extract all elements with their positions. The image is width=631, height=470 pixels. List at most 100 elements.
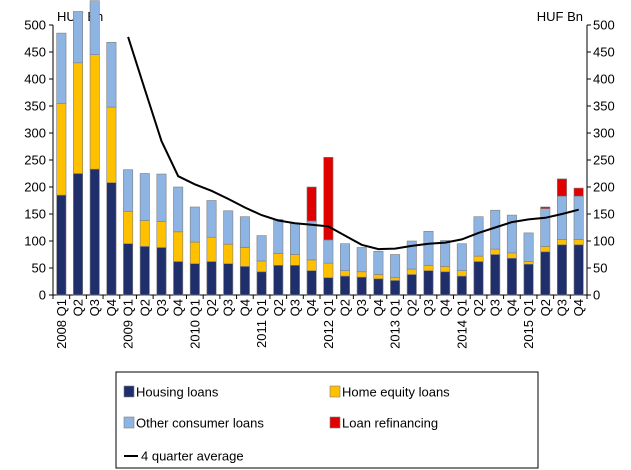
year-label: 2008 bbox=[54, 320, 69, 349]
bar-other-consumer bbox=[123, 169, 134, 212]
bar-housing bbox=[506, 257, 517, 296]
bar-home-equity bbox=[473, 255, 484, 262]
bar-housing bbox=[440, 271, 451, 296]
quarter-text: Q2 bbox=[538, 299, 553, 316]
quarter-text: Q3 bbox=[554, 299, 569, 316]
quarter-text: Q2 bbox=[204, 299, 219, 316]
bar-housing bbox=[256, 271, 267, 296]
bars bbox=[56, 0, 584, 296]
quarter-text: Q4 bbox=[438, 299, 453, 316]
quarter-label: Q4 bbox=[104, 299, 119, 316]
left-tick-label: 250 bbox=[24, 153, 46, 168]
bar-housing bbox=[473, 261, 484, 296]
bar-housing bbox=[323, 277, 334, 296]
quarter-label: Q2 bbox=[471, 299, 486, 316]
bar-home-equity bbox=[390, 277, 401, 281]
bar-housing bbox=[239, 266, 250, 296]
bar-other-consumer bbox=[506, 214, 517, 254]
legend-box bbox=[115, 371, 539, 469]
quarter-label: Q3 bbox=[488, 299, 503, 316]
bar-other-consumer bbox=[273, 219, 284, 254]
bar-other-consumer bbox=[256, 235, 267, 262]
left-tick-label: 0 bbox=[39, 288, 46, 303]
right-tick-label: 50 bbox=[593, 261, 607, 276]
bar-home-equity bbox=[406, 268, 417, 275]
quarter-text: Q2 bbox=[471, 299, 486, 316]
quarter-label: Q2 bbox=[538, 299, 553, 316]
bar-other-consumer bbox=[490, 209, 501, 250]
quarter-label: Q4 bbox=[571, 299, 586, 316]
left-tick-label: 350 bbox=[24, 99, 46, 114]
bar-housing bbox=[340, 275, 351, 296]
year-label: 2009 bbox=[121, 320, 136, 349]
legend-label: 4 quarter average bbox=[141, 449, 244, 464]
quarter-label: Q4 bbox=[504, 299, 519, 316]
quarter-label: Q3 bbox=[154, 299, 169, 316]
bar-other-consumer bbox=[323, 239, 334, 264]
quarter-text: Q2 bbox=[137, 299, 152, 316]
average-line-group bbox=[127, 36, 579, 251]
bar-other-consumer bbox=[89, 0, 100, 55]
bar-home-equity bbox=[206, 236, 217, 262]
legend: Housing loans Home equity loans Other cons… bbox=[115, 371, 539, 469]
quarter-text: Q3 bbox=[87, 299, 102, 316]
bar-other-consumer bbox=[239, 216, 250, 248]
bar-other-consumer bbox=[173, 186, 184, 233]
quarter-label: Q3 bbox=[287, 299, 302, 316]
quarter-text: Q1 bbox=[521, 299, 536, 316]
bar-other-consumer bbox=[523, 232, 534, 262]
bar-housing bbox=[223, 263, 234, 296]
quarter-text: Q4 bbox=[371, 299, 386, 316]
bar-home-equity bbox=[340, 270, 351, 277]
quarter-text: Q2 bbox=[404, 299, 419, 316]
axes bbox=[52, 25, 588, 296]
bar-home-equity bbox=[123, 211, 134, 245]
bar-home-equity bbox=[273, 253, 284, 266]
bar-other-consumer bbox=[456, 243, 467, 271]
year-label: 2010 bbox=[187, 320, 202, 349]
left-tick-label: 450 bbox=[24, 45, 46, 60]
bar-refinancing bbox=[540, 206, 551, 209]
right-tick-label: 0 bbox=[593, 288, 600, 303]
bar-home-equity bbox=[173, 231, 184, 262]
bar-housing bbox=[540, 251, 551, 296]
quarter-text: Q1 bbox=[187, 299, 202, 316]
quarter-text: Q4 bbox=[571, 299, 586, 316]
quarter-label: Q3 bbox=[87, 299, 102, 316]
legend-label: Home equity loans bbox=[342, 385, 450, 400]
bar-other-consumer bbox=[473, 216, 484, 257]
bar-housing bbox=[523, 263, 534, 296]
bar-other-consumer bbox=[56, 32, 67, 104]
bar-home-equity bbox=[356, 271, 367, 278]
quarter-text: Q3 bbox=[221, 299, 236, 316]
bar-home-equity bbox=[289, 254, 300, 266]
bar-housing bbox=[89, 168, 100, 296]
bar-other-consumer bbox=[189, 206, 200, 243]
quarter-text: Q3 bbox=[488, 299, 503, 316]
right-unit-label: HUF Bn bbox=[537, 9, 583, 24]
left-tick-label: 50 bbox=[32, 261, 46, 276]
bar-home-equity bbox=[239, 247, 250, 267]
right-tick-label: 400 bbox=[593, 72, 615, 87]
bar-housing bbox=[423, 270, 434, 296]
bar-other-consumer bbox=[540, 208, 551, 247]
quarter-text: Q3 bbox=[421, 299, 436, 316]
bar-other-consumer bbox=[306, 220, 317, 261]
bar-home-equity bbox=[73, 62, 84, 174]
quarter-label: 2013 Q1 bbox=[388, 299, 403, 349]
bar-housing bbox=[56, 194, 67, 296]
bar-home-equity bbox=[440, 266, 451, 273]
bar-housing bbox=[289, 264, 300, 296]
bar-other-consumer bbox=[440, 240, 451, 267]
bar-home-equity bbox=[490, 248, 501, 255]
quarter-label: Q3 bbox=[554, 299, 569, 316]
legend-swatch-refinancing bbox=[329, 416, 341, 429]
legend-swatch-home-equity bbox=[329, 385, 341, 398]
quarter-label: 2008 Q1 bbox=[54, 299, 69, 349]
bar-housing bbox=[73, 173, 84, 296]
legend-swatch-other-consumer bbox=[123, 416, 135, 429]
bar-home-equity bbox=[223, 243, 234, 264]
quarter-label: Q2 bbox=[204, 299, 219, 316]
bar-housing bbox=[390, 280, 401, 296]
